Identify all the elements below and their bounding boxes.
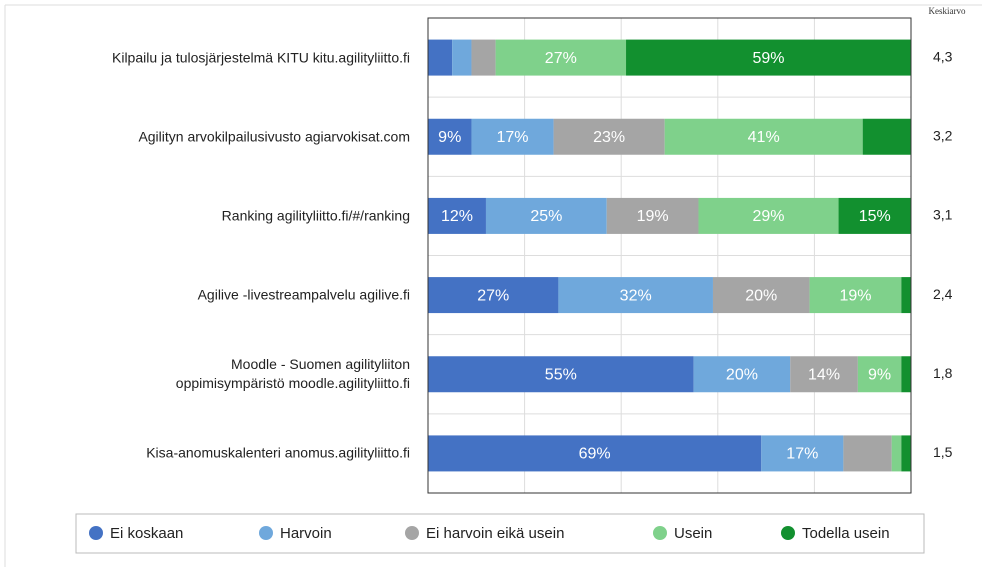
average-title: Keskiarvo — [929, 6, 966, 16]
average-label: 4,3 — [933, 48, 953, 64]
value-label: 32% — [620, 287, 652, 304]
bar-segment — [558, 277, 713, 314]
bar-segment — [761, 435, 844, 472]
value-label: 25% — [530, 208, 562, 225]
bar-segment — [428, 197, 486, 234]
bar-segment — [712, 277, 810, 314]
bar-segment — [428, 277, 559, 314]
value-label: 17% — [786, 446, 818, 463]
category-label: Agilive -livestreampalvelu agilive.fi — [197, 286, 410, 303]
bar-segment — [901, 277, 911, 314]
bar-segment — [626, 39, 911, 76]
plot-border — [427, 17, 912, 494]
legend-label: Harvoin — [280, 525, 332, 542]
value-label: 19% — [637, 208, 669, 225]
bar-segment — [485, 197, 607, 234]
legend-marker — [653, 526, 667, 540]
legend-label: Todella usein — [802, 525, 890, 542]
value-label: 27% — [545, 50, 577, 67]
value-label: 9% — [438, 129, 461, 146]
bar-segment — [862, 118, 911, 155]
value-label: 9% — [868, 366, 891, 383]
bar-segment — [843, 435, 892, 472]
average-label: 3,2 — [933, 127, 953, 143]
value-label: 41% — [748, 129, 780, 146]
legend-marker — [781, 526, 795, 540]
bar-segment — [428, 39, 453, 76]
bar-segment — [857, 356, 902, 393]
bar-segment — [553, 118, 665, 155]
average-label: 2,4 — [933, 286, 953, 302]
bar-segment — [428, 356, 694, 393]
value-label: 20% — [745, 287, 777, 304]
value-label: 14% — [808, 366, 840, 383]
bar-segment — [428, 118, 472, 155]
bar-segment — [664, 118, 863, 155]
bar-segment — [495, 39, 627, 76]
bar-segment — [471, 118, 554, 155]
bar-segment — [693, 356, 791, 393]
legend-marker — [405, 526, 419, 540]
value-label: 15% — [859, 208, 891, 225]
legend-marker — [89, 526, 103, 540]
bar-segment — [428, 435, 762, 472]
value-label: 20% — [726, 366, 758, 383]
value-label: 69% — [579, 446, 611, 463]
value-label: 55% — [545, 366, 577, 383]
legend-label: Ei koskaan — [110, 525, 183, 542]
bar-segment — [698, 197, 839, 234]
value-label: 19% — [839, 287, 871, 304]
legend-marker — [259, 526, 273, 540]
value-label: 27% — [477, 287, 509, 304]
value-label: 17% — [497, 129, 529, 146]
bar-segment — [901, 356, 911, 393]
category-label: Kisa-anomuskalenteri anomus.agilityliitt… — [146, 444, 410, 461]
bar-segment — [891, 435, 902, 472]
bar-segment — [809, 277, 902, 314]
average-label: 1,5 — [933, 444, 953, 460]
bar-segment — [606, 197, 699, 234]
bar-segment — [452, 39, 472, 76]
value-label: 59% — [752, 50, 784, 67]
value-label: 12% — [441, 208, 473, 225]
bar-segment — [471, 39, 496, 76]
average-label: 1,8 — [933, 365, 953, 381]
category-label: Moodle - Suomen agilityliiton oppimisymp… — [175, 356, 410, 392]
value-label: 29% — [752, 208, 784, 225]
category-label: Agilityn arvokilpailusivusto agiarvokisa… — [138, 128, 410, 145]
category-label: Kilpailu ja tulosjärjestelmä KITU kitu.a… — [112, 49, 410, 66]
average-label: 3,1 — [933, 207, 953, 223]
bar-segment — [901, 435, 911, 472]
bar-segment — [790, 356, 858, 393]
legend-label: Usein — [674, 525, 712, 542]
bar-segment — [838, 197, 911, 234]
legend-label: Ei harvoin eikä usein — [426, 525, 564, 542]
category-label: Ranking agilityliitto.fi/#/ranking — [221, 207, 410, 224]
value-label: 23% — [593, 129, 625, 146]
